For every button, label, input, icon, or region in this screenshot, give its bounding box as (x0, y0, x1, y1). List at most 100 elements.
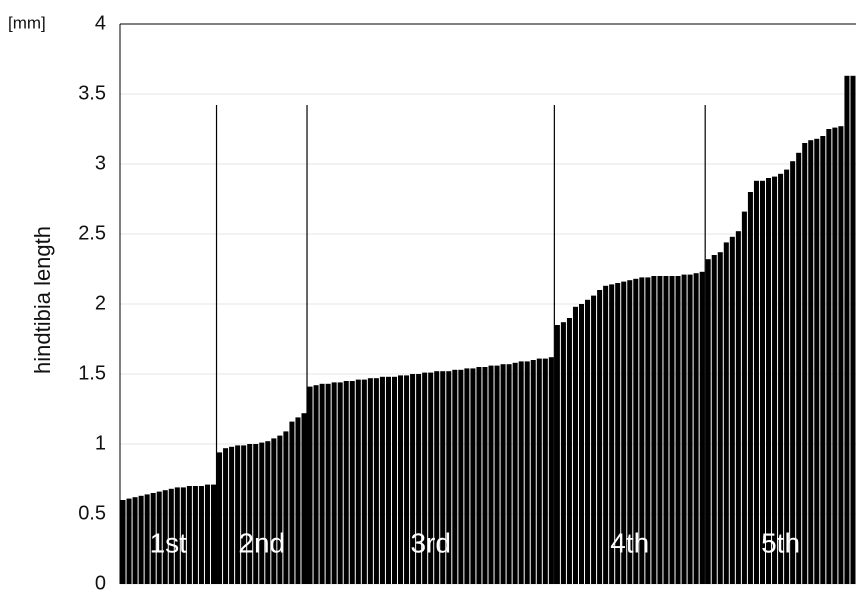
bar (645, 277, 651, 584)
bar (669, 276, 675, 584)
bar (536, 358, 542, 584)
bar (210, 484, 217, 584)
bar (464, 368, 470, 584)
bar (428, 372, 434, 584)
bar (259, 442, 265, 584)
bar (120, 500, 126, 584)
y-tick-label: 1.5 (78, 362, 106, 384)
bar (168, 488, 174, 584)
bar (585, 299, 591, 584)
y-unit: [mm] (8, 13, 46, 32)
bar (410, 374, 416, 584)
bar (741, 211, 747, 584)
bar (204, 484, 210, 584)
bar (398, 375, 404, 584)
bar (609, 284, 615, 584)
bar (729, 236, 735, 585)
bar (325, 383, 331, 584)
bar (126, 498, 132, 584)
bar (717, 252, 723, 584)
bar (542, 358, 548, 584)
group-label: 1st (150, 527, 188, 558)
bar (518, 361, 524, 584)
bar (301, 413, 307, 584)
bar (391, 376, 398, 584)
bar (385, 376, 391, 584)
bar (560, 322, 566, 584)
bar (548, 357, 554, 584)
bar (524, 361, 530, 584)
bar (633, 278, 639, 584)
group-label: 4th (610, 527, 649, 558)
bar (422, 372, 428, 584)
bar (331, 382, 337, 584)
bar (235, 445, 241, 584)
bar (494, 365, 500, 584)
bar (699, 271, 705, 584)
bar (355, 379, 361, 584)
bar (132, 497, 138, 584)
bar (802, 143, 808, 584)
bar (759, 180, 766, 585)
bar (277, 435, 283, 584)
bar (578, 304, 585, 584)
y-tick-label: 2.5 (78, 222, 106, 244)
bar (156, 491, 162, 584)
bar (844, 75, 850, 585)
bar (241, 445, 247, 584)
bar (747, 192, 753, 584)
bar (470, 368, 476, 584)
bar (229, 446, 235, 584)
bar (723, 242, 729, 584)
bar (753, 180, 759, 585)
bar (566, 318, 572, 584)
bar (283, 431, 289, 584)
bar (416, 374, 422, 584)
bar (349, 381, 355, 584)
bar (826, 129, 832, 584)
y-tick-label: 0.5 (78, 502, 106, 524)
bar (452, 369, 458, 584)
bar (313, 385, 319, 584)
bar (458, 369, 464, 584)
group-label: 3rd (410, 527, 450, 558)
bar (150, 493, 156, 584)
bar (657, 276, 663, 584)
bar (337, 382, 343, 584)
bar (735, 231, 741, 584)
bar (663, 276, 669, 584)
bar (772, 176, 778, 584)
bar (476, 367, 482, 584)
bar (675, 276, 681, 584)
bar (796, 152, 802, 585)
y-tick-label: 2 (95, 292, 106, 314)
bar (192, 486, 198, 584)
bar (144, 494, 150, 584)
bar (307, 386, 313, 584)
bar (838, 126, 844, 584)
bar (373, 378, 379, 584)
bar (621, 281, 627, 584)
bar (180, 487, 186, 584)
y-tick-label: 3.5 (78, 82, 106, 104)
bar (367, 378, 373, 584)
bar (295, 417, 301, 584)
bar (434, 371, 440, 584)
bar (572, 306, 578, 584)
bar (639, 277, 645, 584)
bar (289, 421, 295, 584)
bar (361, 379, 367, 584)
bar (832, 127, 838, 584)
bar (162, 490, 168, 584)
bar (554, 325, 560, 584)
bar (138, 495, 144, 584)
bar (379, 376, 385, 584)
bar (820, 136, 826, 584)
y-tick-label: 0 (95, 572, 106, 594)
bar (808, 140, 814, 584)
bar (223, 448, 229, 584)
y-tick-label: 4 (95, 12, 106, 34)
bar (265, 441, 271, 584)
y-tick-label: 3 (95, 152, 106, 174)
